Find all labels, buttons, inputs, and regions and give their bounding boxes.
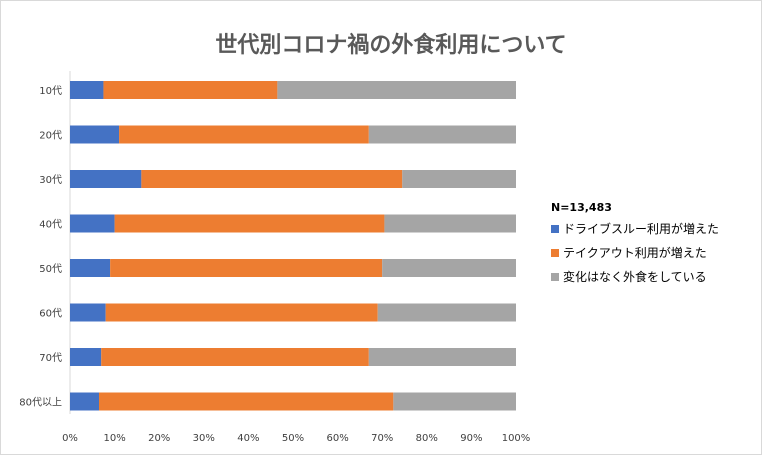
legend-label: ドライブスルー利用が増えた bbox=[563, 221, 719, 236]
category-label: 70代 bbox=[39, 352, 62, 364]
x-tick-label: 70% bbox=[371, 433, 393, 444]
bar-segment-2-7 bbox=[101, 348, 369, 366]
x-tick-label: 60% bbox=[326, 433, 348, 444]
legend-swatch bbox=[551, 273, 559, 281]
bar-segment-1-2 bbox=[70, 125, 120, 144]
legend-label: テイクアウト利用が増えた bbox=[563, 245, 707, 260]
sample-size-note: N=13,483 bbox=[551, 201, 612, 214]
bar-segment-3-2 bbox=[368, 125, 516, 144]
bar-segment-1-6 bbox=[70, 303, 106, 322]
chart-title: 世代別コロナ禍の外食利用について bbox=[215, 32, 566, 58]
bar-segment-3-3 bbox=[402, 170, 516, 188]
bar-segment-2-8 bbox=[98, 392, 394, 411]
bar-segment-3-8 bbox=[393, 392, 516, 411]
x-tick-label: 30% bbox=[193, 433, 215, 444]
x-tick-label: 10% bbox=[103, 433, 125, 444]
bar-segment-3-4 bbox=[384, 214, 516, 233]
x-tick-label: 50% bbox=[282, 433, 304, 444]
bar-segment-1-8 bbox=[70, 392, 99, 411]
bar-segment-2-2 bbox=[119, 125, 369, 144]
bar-segment-1-3 bbox=[70, 170, 142, 188]
category-label: 40代 bbox=[39, 219, 62, 231]
category-label: 30代 bbox=[39, 174, 62, 186]
category-label: 50代 bbox=[39, 263, 62, 275]
bar-segment-3-1 bbox=[277, 81, 516, 99]
x-tick-label: 20% bbox=[148, 433, 170, 444]
category-label: 60代 bbox=[39, 308, 62, 320]
bar-segment-1-1 bbox=[70, 81, 104, 99]
bar-segment-2-5 bbox=[110, 259, 383, 277]
bar-segment-1-4 bbox=[70, 214, 115, 233]
x-tick-label: 100% bbox=[502, 433, 531, 444]
bar-segment-3-7 bbox=[368, 348, 516, 366]
plot-area: 10代 20代 30代 40代 50代 60代 70代 80代以上 0% 10% 20% 30% 40%… bbox=[19, 71, 530, 444]
x-tick-label: 80% bbox=[416, 433, 438, 444]
bar-segment-3-5 bbox=[382, 259, 516, 277]
bar-segment-1-5 bbox=[70, 259, 111, 277]
bar-segment-2-4 bbox=[114, 214, 385, 233]
x-tick-label: 0% bbox=[62, 433, 78, 444]
category-label: 20代 bbox=[39, 130, 62, 142]
legend: N=13,483 ドライブスルー利用が増えたテイクアウト利用が増えた変化はなく外… bbox=[551, 201, 719, 284]
category-label: 80代以上 bbox=[19, 397, 62, 409]
x-tick-label: 90% bbox=[460, 433, 482, 444]
bar-segment-2-6 bbox=[105, 303, 378, 322]
legend-swatch bbox=[551, 249, 559, 257]
legend-label: 変化はなく外食をしている bbox=[563, 269, 707, 284]
x-tick-label: 40% bbox=[237, 433, 259, 444]
bar-segment-1-7 bbox=[70, 348, 102, 366]
bar-segment-3-6 bbox=[377, 303, 516, 322]
category-label: 10代 bbox=[39, 85, 62, 97]
bar-segment-2-3 bbox=[141, 170, 403, 188]
legend-swatch bbox=[551, 225, 559, 233]
bar-segment-2-1 bbox=[103, 81, 278, 99]
